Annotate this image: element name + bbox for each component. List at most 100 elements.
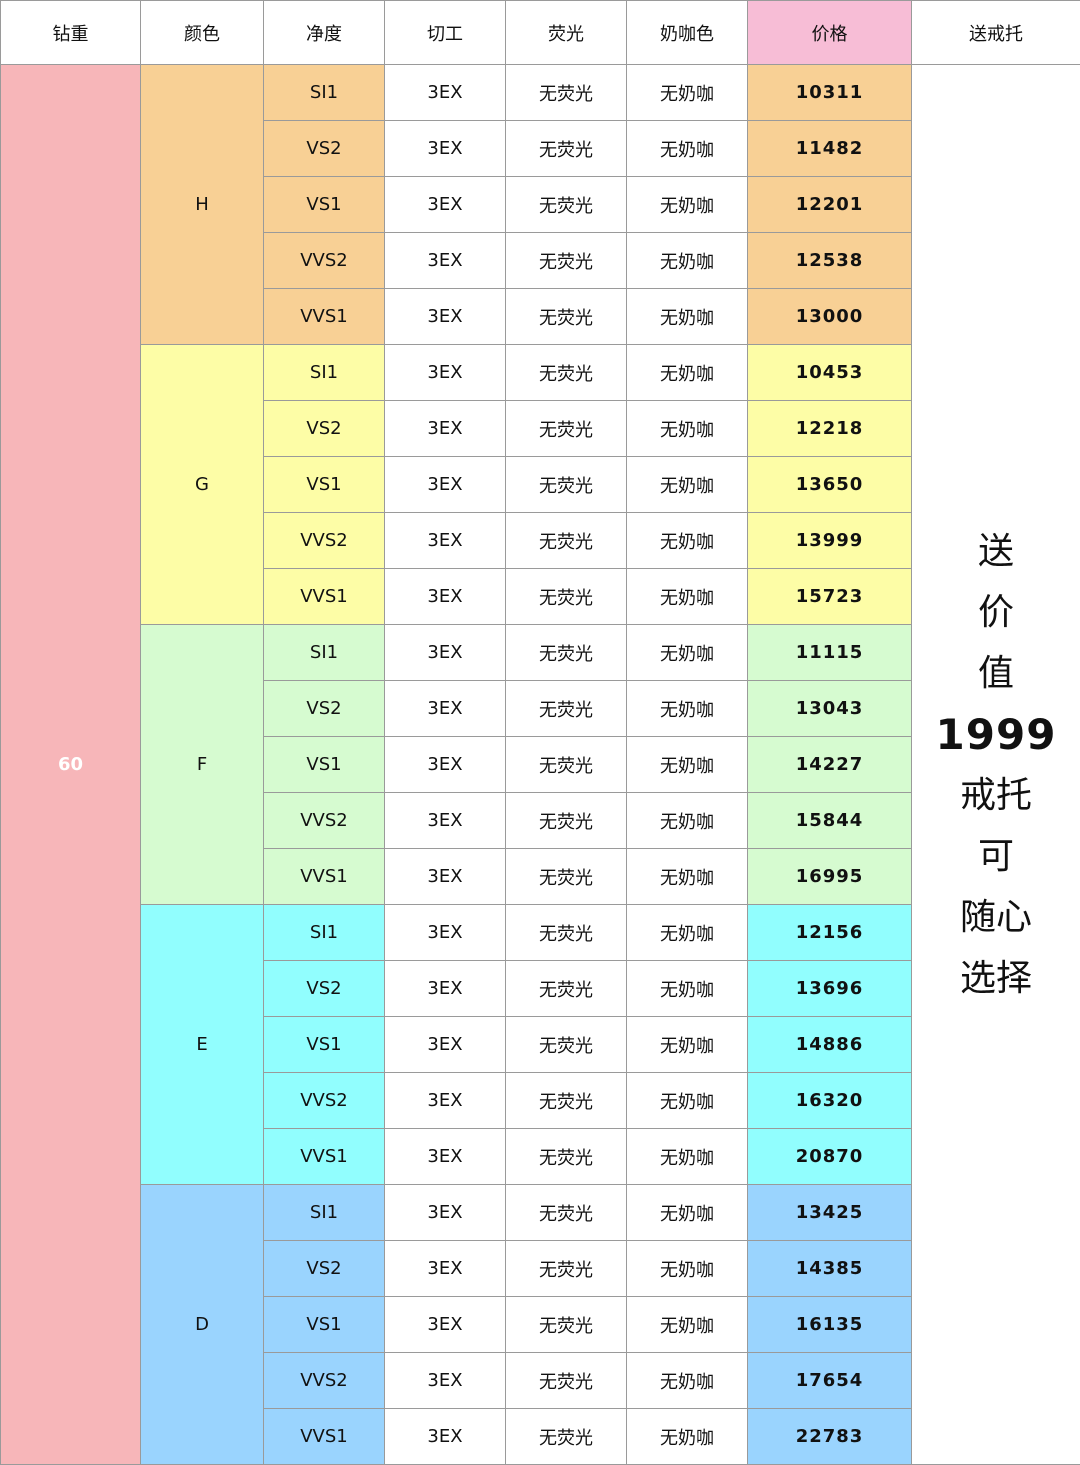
milky-cell: 无奶咖 <box>627 625 748 681</box>
header-cut: 切工 <box>385 1 506 65</box>
fluorescence-cell: 无荧光 <box>506 233 627 289</box>
fluorescence-cell: 无荧光 <box>506 457 627 513</box>
milky-cell: 无奶咖 <box>627 177 748 233</box>
price-cell: 12201 <box>748 177 912 233</box>
fluorescence-cell: 无荧光 <box>506 1073 627 1129</box>
milky-cell: 无奶咖 <box>627 345 748 401</box>
clarity-cell: SI1 <box>264 1185 385 1241</box>
gift-line: 送 <box>978 521 1014 582</box>
milky-cell: 无奶咖 <box>627 1073 748 1129</box>
fluorescence-cell: 无荧光 <box>506 961 627 1017</box>
price-cell: 16135 <box>748 1297 912 1353</box>
cut-cell: 3EX <box>385 905 506 961</box>
milky-cell: 无奶咖 <box>627 1241 748 1297</box>
cut-cell: 3EX <box>385 1297 506 1353</box>
cut-cell: 3EX <box>385 569 506 625</box>
cut-cell: 3EX <box>385 1185 506 1241</box>
fluorescence-cell: 无荧光 <box>506 737 627 793</box>
price-cell: 16995 <box>748 849 912 905</box>
milky-cell: 无奶咖 <box>627 289 748 345</box>
cut-cell: 3EX <box>385 401 506 457</box>
fluorescence-cell: 无荧光 <box>506 345 627 401</box>
price-cell: 12538 <box>748 233 912 289</box>
milky-cell: 无奶咖 <box>627 961 748 1017</box>
price-cell: 10453 <box>748 345 912 401</box>
clarity-cell: SI1 <box>264 625 385 681</box>
cut-cell: 3EX <box>385 961 506 1017</box>
cut-cell: 3EX <box>385 177 506 233</box>
clarity-cell: VVS1 <box>264 1409 385 1465</box>
price-cell: 13650 <box>748 457 912 513</box>
clarity-cell: VS1 <box>264 457 385 513</box>
clarity-cell: VS2 <box>264 1241 385 1297</box>
clarity-cell: VVS1 <box>264 289 385 345</box>
cut-cell: 3EX <box>385 849 506 905</box>
clarity-cell: VVS2 <box>264 513 385 569</box>
clarity-cell: VS2 <box>264 961 385 1017</box>
milky-cell: 无奶咖 <box>627 681 748 737</box>
price-cell: 13043 <box>748 681 912 737</box>
price-cell: 11482 <box>748 121 912 177</box>
header-row: 钻重 颜色 净度 切工 荧光 奶咖色 价格 送戒托 <box>1 1 1080 65</box>
price-cell: 12156 <box>748 905 912 961</box>
cut-cell: 3EX <box>385 1129 506 1185</box>
fluorescence-cell: 无荧光 <box>506 1185 627 1241</box>
clarity-cell: VVS2 <box>264 793 385 849</box>
price-cell: 14385 <box>748 1241 912 1297</box>
cut-cell: 3EX <box>385 289 506 345</box>
gift-line: 选择 <box>960 948 1032 1009</box>
price-cell: 10311 <box>748 65 912 121</box>
clarity-cell: VS2 <box>264 121 385 177</box>
fluorescence-cell: 无荧光 <box>506 65 627 121</box>
price-cell: 13696 <box>748 961 912 1017</box>
milky-cell: 无奶咖 <box>627 849 748 905</box>
cut-cell: 3EX <box>385 1353 506 1409</box>
clarity-cell: VS1 <box>264 1297 385 1353</box>
cut-cell: 3EX <box>385 1241 506 1297</box>
gift-line: 随心 <box>960 887 1032 948</box>
price-cell: 11115 <box>748 625 912 681</box>
header-gift-setting: 送戒托 <box>912 1 1080 65</box>
header-carat: 钻重 <box>1 1 141 65</box>
fluorescence-cell: 无荧光 <box>506 1241 627 1297</box>
carat-cell: 60 <box>1 65 141 1465</box>
milky-cell: 无奶咖 <box>627 569 748 625</box>
price-cell: 14886 <box>748 1017 912 1073</box>
cut-cell: 3EX <box>385 1409 506 1465</box>
price-cell: 15844 <box>748 793 912 849</box>
price-cell: 13999 <box>748 513 912 569</box>
clarity-cell: VS2 <box>264 401 385 457</box>
milky-cell: 无奶咖 <box>627 233 748 289</box>
fluorescence-cell: 无荧光 <box>506 849 627 905</box>
fluorescence-cell: 无荧光 <box>506 625 627 681</box>
milky-cell: 无奶咖 <box>627 1353 748 1409</box>
gift-line: 价 <box>978 582 1014 643</box>
clarity-cell: VS1 <box>264 737 385 793</box>
clarity-cell: VVS2 <box>264 1073 385 1129</box>
milky-cell: 无奶咖 <box>627 1129 748 1185</box>
cut-cell: 3EX <box>385 1073 506 1129</box>
gift-line: 值 <box>978 643 1014 704</box>
fluorescence-cell: 无荧光 <box>506 289 627 345</box>
milky-cell: 无奶咖 <box>627 457 748 513</box>
clarity-cell: VVS2 <box>264 1353 385 1409</box>
header-price: 价格 <box>748 1 912 65</box>
fluorescence-cell: 无荧光 <box>506 681 627 737</box>
milky-cell: 无奶咖 <box>627 65 748 121</box>
color-grade-cell: H <box>141 65 264 345</box>
fluorescence-cell: 无荧光 <box>506 905 627 961</box>
price-cell: 17654 <box>748 1353 912 1409</box>
color-grade-cell: E <box>141 905 264 1185</box>
fluorescence-cell: 无荧光 <box>506 513 627 569</box>
milky-cell: 无奶咖 <box>627 513 748 569</box>
fluorescence-cell: 无荧光 <box>506 177 627 233</box>
color-grade-cell: G <box>141 345 264 625</box>
header-clarity: 净度 <box>264 1 385 65</box>
fluorescence-cell: 无荧光 <box>506 401 627 457</box>
fluorescence-cell: 无荧光 <box>506 1353 627 1409</box>
header-color: 颜色 <box>141 1 264 65</box>
cut-cell: 3EX <box>385 737 506 793</box>
price-cell: 22783 <box>748 1409 912 1465</box>
